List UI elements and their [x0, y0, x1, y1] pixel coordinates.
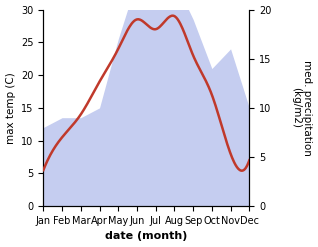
X-axis label: date (month): date (month): [105, 231, 188, 242]
Y-axis label: med. precipitation
(kg/m2): med. precipitation (kg/m2): [291, 60, 313, 156]
Y-axis label: max temp (C): max temp (C): [5, 72, 16, 144]
